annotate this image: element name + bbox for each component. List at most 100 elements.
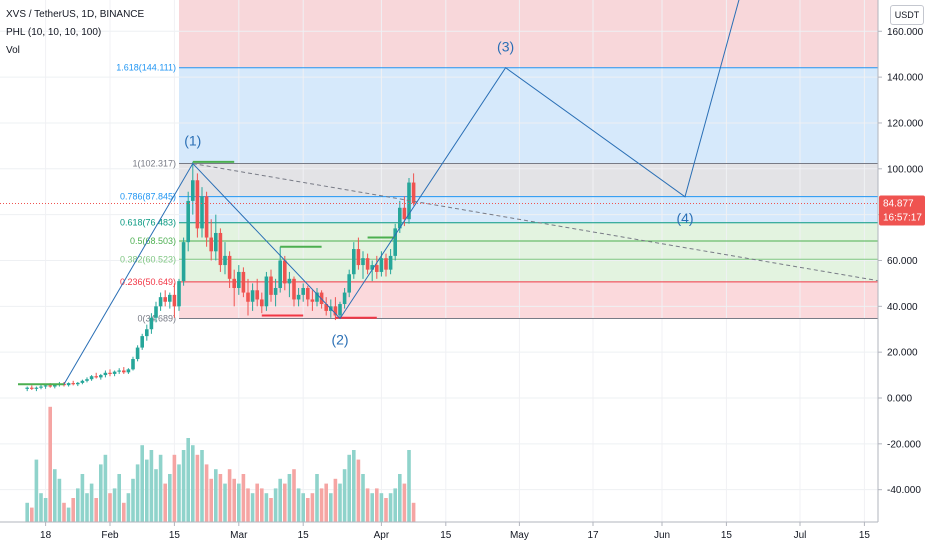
candle-body[interactable] bbox=[296, 294, 301, 300]
candle-body[interactable] bbox=[260, 299, 264, 307]
candle-body[interactable] bbox=[393, 228, 397, 256]
candle-body[interactable] bbox=[370, 265, 374, 270]
candle-body[interactable] bbox=[154, 306, 158, 318]
candle-body[interactable] bbox=[135, 347, 140, 360]
candle-body[interactable] bbox=[85, 379, 89, 381]
candle-body[interactable] bbox=[108, 372, 112, 374]
volume-legend[interactable]: Vol bbox=[6, 45, 20, 56]
candle-body[interactable] bbox=[315, 292, 319, 302]
trendline[interactable] bbox=[192, 163, 932, 295]
candle-body[interactable] bbox=[39, 386, 43, 388]
candle-body[interactable] bbox=[273, 287, 278, 295]
elliott-wave-path[interactable] bbox=[63, 0, 745, 385]
candle-body[interactable] bbox=[306, 287, 310, 300]
candle-body[interactable] bbox=[218, 232, 223, 266]
volume-bar bbox=[241, 474, 246, 522]
candle-body[interactable] bbox=[283, 260, 287, 284]
currency-selector-button[interactable]: USDT bbox=[890, 5, 924, 25]
candle-body[interactable] bbox=[191, 180, 195, 201]
price-axis[interactable] bbox=[878, 0, 932, 550]
time-axis[interactable] bbox=[0, 522, 932, 550]
candle-body[interactable] bbox=[342, 292, 347, 305]
volume-bar bbox=[384, 498, 388, 522]
candle-body[interactable] bbox=[30, 387, 34, 389]
candle-body[interactable] bbox=[365, 258, 370, 270]
candle-body[interactable] bbox=[292, 278, 296, 300]
candle-body[interactable] bbox=[158, 297, 163, 307]
candle-body[interactable] bbox=[324, 304, 328, 311]
volume-bar bbox=[402, 483, 407, 522]
candle-body[interactable] bbox=[145, 329, 149, 337]
candle-body[interactable] bbox=[287, 278, 292, 284]
candle-body[interactable] bbox=[398, 207, 402, 229]
candle-body[interactable] bbox=[333, 306, 338, 316]
candle-body[interactable] bbox=[71, 383, 75, 385]
candle-body[interactable] bbox=[103, 372, 108, 376]
candle-body[interactable] bbox=[99, 375, 103, 378]
candle-body[interactable] bbox=[250, 290, 255, 302]
candle-body[interactable] bbox=[379, 258, 384, 272]
indicator-legend[interactable]: PHL (10, 10, 10, 100) bbox=[6, 27, 102, 38]
candle-body[interactable] bbox=[181, 242, 186, 282]
candle-body[interactable] bbox=[347, 274, 351, 293]
price-tick-label: 40.000 bbox=[887, 302, 918, 313]
candle-body[interactable] bbox=[269, 276, 273, 295]
candle-body[interactable] bbox=[89, 376, 94, 380]
candle-body[interactable] bbox=[232, 278, 236, 288]
candle-body[interactable] bbox=[402, 207, 407, 220]
candle-body[interactable] bbox=[237, 271, 241, 288]
candle-body[interactable] bbox=[117, 370, 121, 372]
candle-body[interactable] bbox=[168, 294, 172, 302]
candle-body[interactable] bbox=[356, 249, 361, 266]
candle-body[interactable] bbox=[255, 290, 259, 300]
candle-body[interactable] bbox=[361, 258, 365, 266]
candle-body[interactable] bbox=[149, 317, 154, 330]
candle-body[interactable] bbox=[223, 255, 227, 266]
candle-body[interactable] bbox=[131, 359, 135, 370]
candle-body[interactable] bbox=[48, 385, 52, 387]
candle-body[interactable] bbox=[112, 371, 117, 374]
candle-body[interactable] bbox=[278, 260, 282, 288]
wave-label: (3) bbox=[497, 39, 514, 55]
price-tick-label: 140.000 bbox=[887, 73, 924, 84]
candle-body[interactable] bbox=[34, 387, 39, 389]
candle-body[interactable] bbox=[195, 180, 200, 229]
candle-body[interactable] bbox=[246, 292, 250, 302]
candle-body[interactable] bbox=[163, 297, 167, 302]
volume-bar bbox=[319, 488, 324, 522]
candle-body[interactable] bbox=[388, 255, 393, 270]
volume-bar bbox=[246, 488, 250, 522]
candle-body[interactable] bbox=[301, 287, 305, 295]
candle-body[interactable] bbox=[186, 200, 190, 243]
candle-body[interactable] bbox=[53, 384, 57, 387]
price-tick-label: 160.000 bbox=[887, 27, 924, 38]
candle-body[interactable] bbox=[264, 276, 269, 307]
candle-body[interactable] bbox=[227, 255, 232, 279]
candle-body[interactable] bbox=[66, 383, 71, 386]
candle-body[interactable] bbox=[200, 196, 204, 229]
volume-bar bbox=[338, 483, 342, 522]
candle-body[interactable] bbox=[177, 281, 181, 307]
candle-body[interactable] bbox=[209, 237, 213, 252]
candle-body[interactable] bbox=[126, 369, 131, 373]
candle-body[interactable] bbox=[411, 182, 416, 204]
candle-body[interactable] bbox=[80, 380, 85, 383]
candle-body[interactable] bbox=[140, 336, 144, 348]
candle-body[interactable] bbox=[43, 385, 48, 387]
candle-body[interactable] bbox=[241, 271, 246, 293]
candle-body[interactable] bbox=[384, 258, 388, 270]
candle-body[interactable] bbox=[204, 196, 209, 238]
volume-bar bbox=[80, 474, 85, 522]
candle-body[interactable] bbox=[310, 299, 315, 302]
candle-body[interactable] bbox=[319, 292, 324, 305]
candle-body[interactable] bbox=[375, 265, 379, 272]
candle-body[interactable] bbox=[122, 370, 126, 373]
candle-body[interactable] bbox=[94, 376, 98, 378]
candle-body[interactable] bbox=[76, 382, 80, 385]
candle-body[interactable] bbox=[338, 304, 342, 316]
candle-body[interactable] bbox=[172, 294, 177, 307]
candle-body[interactable] bbox=[25, 387, 29, 389]
candle-body[interactable] bbox=[352, 249, 356, 275]
candle-body[interactable] bbox=[214, 232, 218, 252]
